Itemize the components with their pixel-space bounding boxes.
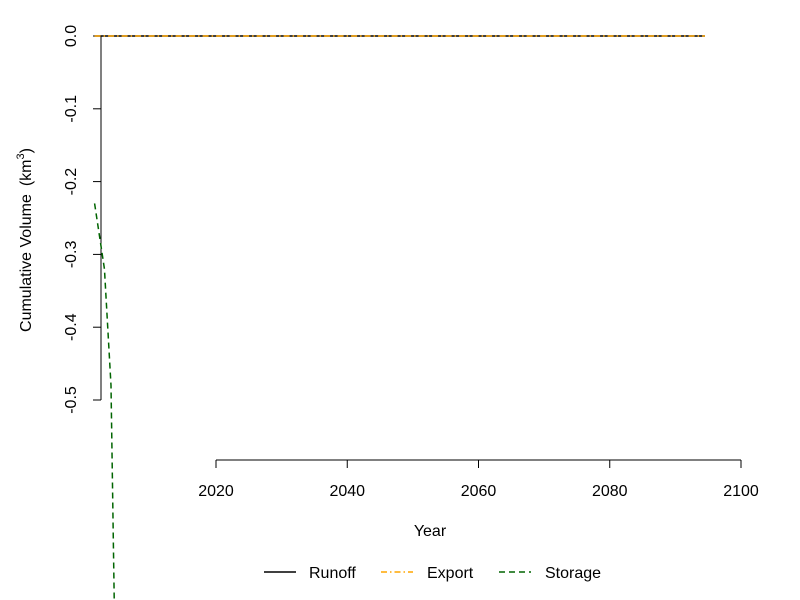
x-tick-label: 2020 <box>198 483 234 500</box>
legend-label-runoff: Runoff <box>309 565 356 582</box>
x-axis-title: Year <box>414 523 447 540</box>
y-tick-label: -0.1 <box>63 95 80 123</box>
series-layer <box>93 35 705 600</box>
y-tick-label: -0.4 <box>63 313 80 341</box>
x-ticks: 2020 2040 2060 2080 2100 <box>198 460 759 500</box>
y-tick-label: -0.3 <box>63 241 80 269</box>
y-axis-title-main: Cumulative Volume <box>18 194 35 332</box>
y-tick-label: 0.0 <box>63 25 80 47</box>
legend-item-storage: Storage <box>499 565 601 582</box>
x-tick-label: 2040 <box>329 483 365 500</box>
legend-item-export: Export <box>381 565 474 582</box>
legend-label-storage: Storage <box>545 565 601 582</box>
legend-label-export: Export <box>427 565 474 582</box>
y-ticks: 0.0 -0.1 -0.2 -0.3 -0.4 -0.5 <box>63 25 101 414</box>
y-axis-title-unit-close: ) <box>18 148 35 153</box>
y-axis: 0.0 -0.1 -0.2 -0.3 -0.4 -0.5 <box>63 25 102 414</box>
y-axis-title-unit-sup: 3 <box>15 153 27 159</box>
y-axis-title-unit: (km <box>18 159 35 186</box>
y-tick-label: -0.5 <box>63 386 80 414</box>
legend: Runoff Export Storage <box>264 565 601 582</box>
y-tick-label: -0.2 <box>63 168 80 196</box>
legend-item-runoff: Runoff <box>264 565 356 582</box>
x-axis: 2020 2040 2060 2080 2100 <box>198 459 759 500</box>
x-tick-label: 2080 <box>592 483 628 500</box>
x-tick-label: 2100 <box>723 483 759 500</box>
series-line-storage <box>93 203 115 600</box>
x-tick-label: 2060 <box>461 483 497 500</box>
y-axis-title: Cumulative Volume (km3) <box>15 148 35 332</box>
